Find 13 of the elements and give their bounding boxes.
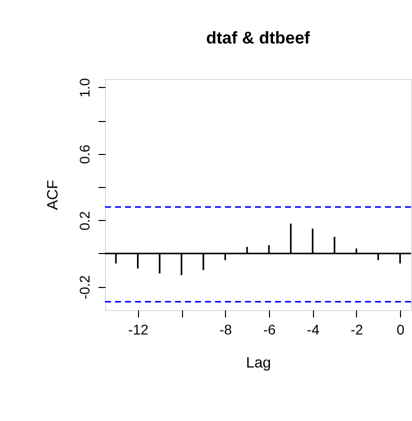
y-tick-label: -0.2 [76,274,92,300]
x-tick-label: -6 [263,322,276,338]
y-tick-label: 0.2 [76,210,92,230]
y-axis-title: ACF [44,180,62,210]
x-axis-title: Lag [246,354,272,372]
x-tick-label: -4 [306,322,320,338]
y-tick-label: 1.0 [76,78,92,98]
x-tick-label: 0 [396,322,405,338]
chart-title: dtaf & dtbeef [206,28,310,48]
y-tick-label: 0.6 [76,144,92,164]
x-tick-label: -8 [219,322,232,338]
x-tick-label: -12 [128,322,149,338]
x-tick-label: -2 [350,322,364,338]
